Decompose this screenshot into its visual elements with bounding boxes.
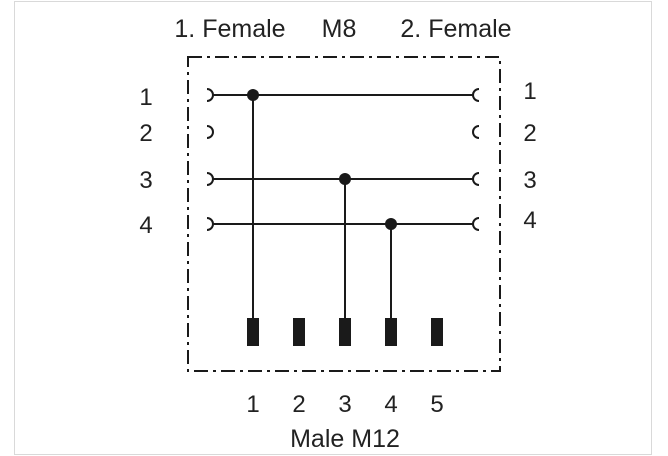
diagram-frame (14, 1, 652, 455)
left-contact-3 (206, 172, 214, 186)
footer-label: Male M12 (290, 425, 400, 453)
left-pin-label-3: 3 (139, 167, 152, 194)
bottom-pin-label-5: 5 (430, 391, 443, 418)
right-contact-4 (472, 217, 480, 231)
left-pin-label-4: 4 (139, 212, 152, 239)
right-pin-label-1: 1 (523, 78, 536, 105)
m12-pin-3 (339, 318, 351, 346)
right-contact-3 (472, 172, 480, 186)
left-pin-label-1: 1 (139, 84, 152, 111)
right-contact-1 (472, 88, 480, 102)
left-contact-2 (206, 125, 214, 139)
right-contact-2 (472, 125, 480, 139)
header-left-label: 1. Female (174, 15, 285, 43)
bottom-pin-label-4: 4 (384, 391, 397, 418)
right-pin-label-4: 4 (523, 207, 536, 234)
header-center-label: M8 (322, 15, 357, 43)
right-pin-label-3: 3 (523, 167, 536, 194)
left-pin-label-2: 2 (139, 120, 152, 147)
header-right-label: 2. Female (400, 15, 511, 43)
left-contact-4 (206, 217, 214, 231)
m12-pin-1 (247, 318, 259, 346)
right-pin-label-2: 2 (523, 120, 536, 147)
m12-pin-4 (385, 318, 397, 346)
bottom-pin-label-3: 3 (338, 391, 351, 418)
bottom-pin-label-2: 2 (292, 391, 305, 418)
bottom-pin-label-1: 1 (246, 391, 259, 418)
junction-dot-1 (247, 89, 259, 101)
left-contact-1 (206, 88, 214, 102)
junction-dot-3 (339, 173, 351, 185)
housing-boundary (187, 56, 501, 372)
junction-dot-4 (385, 218, 397, 230)
m12-pin-2 (293, 318, 305, 346)
m12-pin-5 (431, 318, 443, 346)
